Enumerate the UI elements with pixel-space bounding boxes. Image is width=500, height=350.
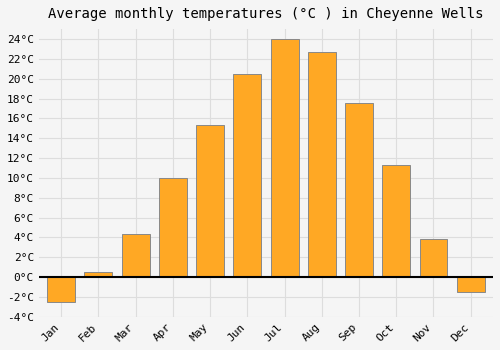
Bar (122, 234, 150, 277)
Bar (84, 272, 112, 277)
Bar (420, 239, 448, 277)
Bar (382, 165, 410, 277)
Bar (47, 277, 75, 302)
Title: Average monthly temperatures (°C ) in Cheyenne Wells: Average monthly temperatures (°C ) in Ch… (48, 7, 484, 21)
Bar (270, 39, 298, 277)
Bar (196, 125, 224, 277)
Bar (345, 104, 373, 277)
Bar (234, 74, 262, 277)
Bar (159, 178, 187, 277)
Bar (457, 277, 484, 292)
Bar (308, 52, 336, 277)
